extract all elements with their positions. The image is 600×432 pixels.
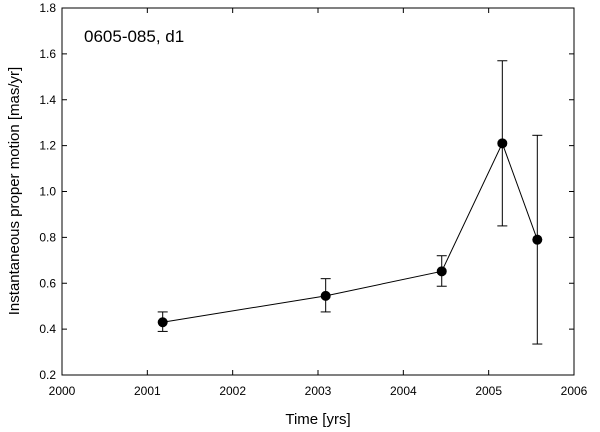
x-tick-label: 2001	[134, 384, 161, 398]
x-tick-label: 2006	[561, 384, 588, 398]
chart-annotation: 0605-085, d1	[84, 27, 184, 46]
axis-ticks: 2000 2001 2002 2003 2004 2005 2006 0.2 0.4 0.6 0.8…	[39, 1, 587, 398]
y-tick-label: 0.4	[39, 322, 56, 336]
x-tick-label: 2000	[49, 384, 76, 398]
y-tick-label: 1.4	[39, 93, 56, 107]
data-point	[532, 234, 543, 245]
x-axis-label: Time [yrs]	[285, 411, 350, 428]
y-tick-label: 0.2	[39, 368, 56, 382]
y-tick-label: 1.6	[39, 47, 56, 61]
y-tick-label: 0.8	[39, 230, 56, 244]
x-tick-label: 2002	[219, 384, 246, 398]
series-line	[162, 142, 538, 323]
plot-frame	[61, 7, 575, 376]
y-tick-label: 1.8	[39, 1, 56, 15]
x-tick-label: 2004	[390, 384, 417, 398]
data-point	[157, 317, 168, 328]
data-series	[157, 60, 543, 345]
data-point	[436, 266, 447, 277]
data-point	[320, 290, 331, 301]
y-axis-label: Instantaneous proper motion [mas/yr]	[6, 67, 23, 315]
y-tick-label: 1.0	[39, 185, 56, 199]
x-tick-label: 2003	[305, 384, 332, 398]
x-tick-label: 2005	[475, 384, 502, 398]
data-point	[497, 138, 508, 149]
y-tick-label: 0.6	[39, 276, 56, 290]
y-tick-label: 1.2	[39, 139, 56, 153]
